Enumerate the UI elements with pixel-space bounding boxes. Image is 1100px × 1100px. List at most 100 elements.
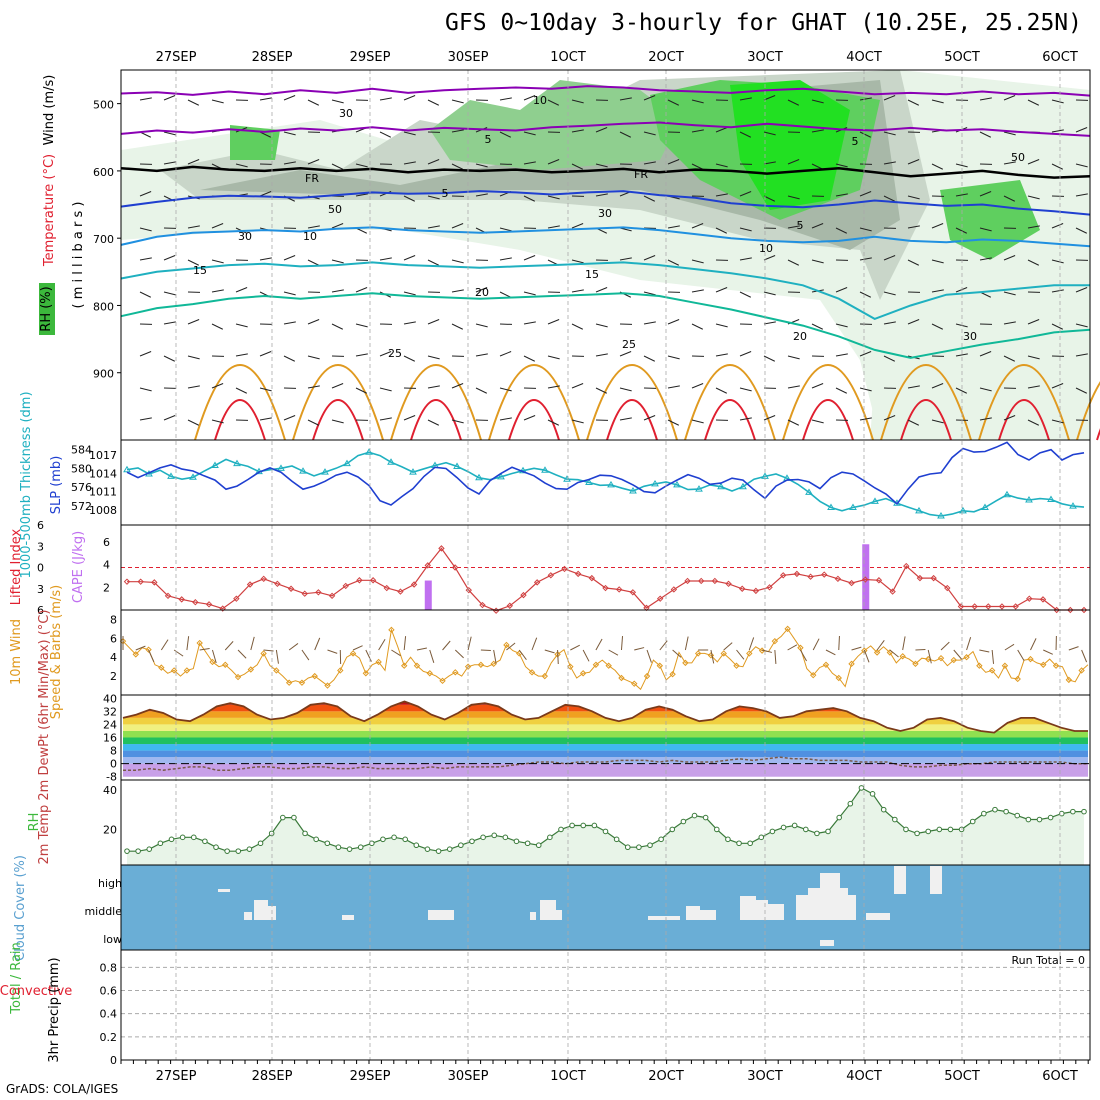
wind-barb bbox=[1003, 291, 1016, 296]
wind-barb bbox=[931, 223, 944, 229]
thickness-series-marker bbox=[695, 485, 703, 492]
wind-barb bbox=[907, 419, 920, 426]
thickness-tick: 584 bbox=[71, 443, 92, 456]
wind-speed-marker bbox=[1078, 667, 1085, 674]
wind-barb bbox=[547, 195, 560, 200]
wind-speed-marker bbox=[311, 672, 318, 680]
temp-contour-25 bbox=[978, 364, 1070, 441]
wind-barb bbox=[787, 385, 800, 389]
rh-marker bbox=[491, 832, 498, 839]
lifted-index-marker bbox=[889, 588, 896, 595]
wind-speed-marker bbox=[656, 662, 664, 669]
wind-barb bbox=[667, 259, 680, 266]
wind-speed-marker bbox=[809, 671, 817, 679]
wind-barb bbox=[571, 419, 584, 424]
wind-barb bbox=[427, 355, 440, 360]
wind-barb bbox=[1051, 99, 1064, 104]
wind-barb-10m bbox=[761, 649, 773, 653]
wind-barb-10m bbox=[825, 649, 836, 656]
rh-marker bbox=[658, 836, 664, 843]
wind-speed-marker bbox=[899, 653, 906, 660]
rh-marker bbox=[969, 818, 976, 825]
date-label-top: 2OCT bbox=[648, 50, 684, 65]
wind-barb bbox=[307, 99, 320, 106]
wind-panel bbox=[120, 609, 1091, 696]
rh-marker bbox=[869, 791, 876, 797]
credit-label: GrADS: COLA/IGES bbox=[6, 1082, 119, 1096]
wind-speed-marker bbox=[273, 667, 280, 674]
wind-speed-marker bbox=[669, 671, 676, 678]
lifted-index-marker bbox=[356, 577, 363, 584]
wind-barb bbox=[499, 257, 512, 261]
rh-marker bbox=[702, 814, 709, 821]
wind-barb bbox=[427, 225, 440, 229]
rh-marker bbox=[190, 834, 197, 841]
temp-tick: -8 bbox=[106, 771, 117, 784]
wind-barb bbox=[643, 321, 656, 325]
rh-marker bbox=[257, 840, 264, 847]
temp-contour-25 bbox=[586, 364, 678, 441]
wind-barb bbox=[427, 419, 440, 426]
thickness-series-marker bbox=[871, 497, 879, 504]
thickness-series-marker bbox=[321, 468, 329, 475]
wind-barb bbox=[211, 289, 224, 293]
thickness-series-marker bbox=[629, 487, 637, 494]
wind-speed-marker bbox=[784, 625, 791, 633]
wind-speed-marker bbox=[490, 660, 497, 668]
wind-barb bbox=[547, 419, 560, 426]
wind-barb bbox=[619, 257, 632, 261]
lifted-index-marker bbox=[164, 592, 172, 600]
contour-label: 25 bbox=[622, 338, 636, 351]
lifted-index-marker bbox=[410, 581, 418, 588]
chart-title: GFS 0~10day 3-hourly for GHAT (10.25E, 2… bbox=[445, 10, 1082, 36]
rh-marker bbox=[335, 844, 342, 851]
wind-tick: 8 bbox=[110, 613, 117, 626]
wind-barb bbox=[451, 419, 464, 424]
rh-marker bbox=[647, 842, 653, 849]
wind-barb bbox=[787, 195, 800, 200]
cloud-block bbox=[218, 889, 230, 892]
wind-barb bbox=[547, 355, 560, 360]
wind-barb bbox=[451, 129, 464, 133]
wind-barb bbox=[187, 319, 200, 325]
rh-tick: 20 bbox=[103, 823, 117, 836]
wind-barb bbox=[331, 259, 344, 264]
wind-barb bbox=[883, 321, 896, 325]
cloud-level-label: low bbox=[103, 933, 122, 946]
contour-label: 25 bbox=[388, 347, 402, 360]
precip-tick: 0 bbox=[110, 1054, 117, 1067]
rh-marker bbox=[380, 836, 386, 843]
cloud-axis-label: Cloud Cover (%) bbox=[13, 855, 28, 961]
rh-marker bbox=[547, 834, 553, 841]
wind-barb bbox=[643, 355, 656, 362]
wind-barb bbox=[235, 387, 248, 394]
wind-barb bbox=[499, 417, 512, 421]
wind-barb bbox=[331, 99, 344, 104]
rh-marker bbox=[235, 848, 242, 854]
wind-barb bbox=[211, 383, 224, 389]
wind-barb bbox=[883, 131, 896, 136]
rh-marker bbox=[524, 840, 531, 847]
date-label-bottom: 27SEP bbox=[156, 1069, 197, 1084]
wind-barb bbox=[763, 161, 776, 165]
slp-tick: 1017 bbox=[89, 449, 117, 462]
thickness-series-marker bbox=[805, 488, 813, 495]
date-label-top: 6OCT bbox=[1042, 50, 1078, 65]
wind-barb bbox=[1075, 227, 1088, 234]
temp-contour-25 bbox=[782, 364, 874, 441]
wind-barb bbox=[571, 259, 584, 264]
cape-tick: 6 bbox=[103, 536, 110, 549]
lifted-index-marker bbox=[875, 577, 883, 584]
wind-barb bbox=[643, 131, 656, 136]
wind-barb bbox=[619, 351, 632, 357]
wind-barb bbox=[139, 351, 152, 357]
wind-barb bbox=[1003, 195, 1016, 202]
rh-marker bbox=[124, 848, 130, 854]
wind-barb bbox=[619, 227, 632, 232]
lifted-index-marker bbox=[1012, 603, 1019, 610]
wind-barb bbox=[571, 289, 584, 293]
thickness-series-marker bbox=[123, 465, 131, 473]
wind-barb bbox=[787, 355, 800, 360]
wind-barb bbox=[859, 387, 872, 392]
wind-barb bbox=[571, 223, 584, 229]
